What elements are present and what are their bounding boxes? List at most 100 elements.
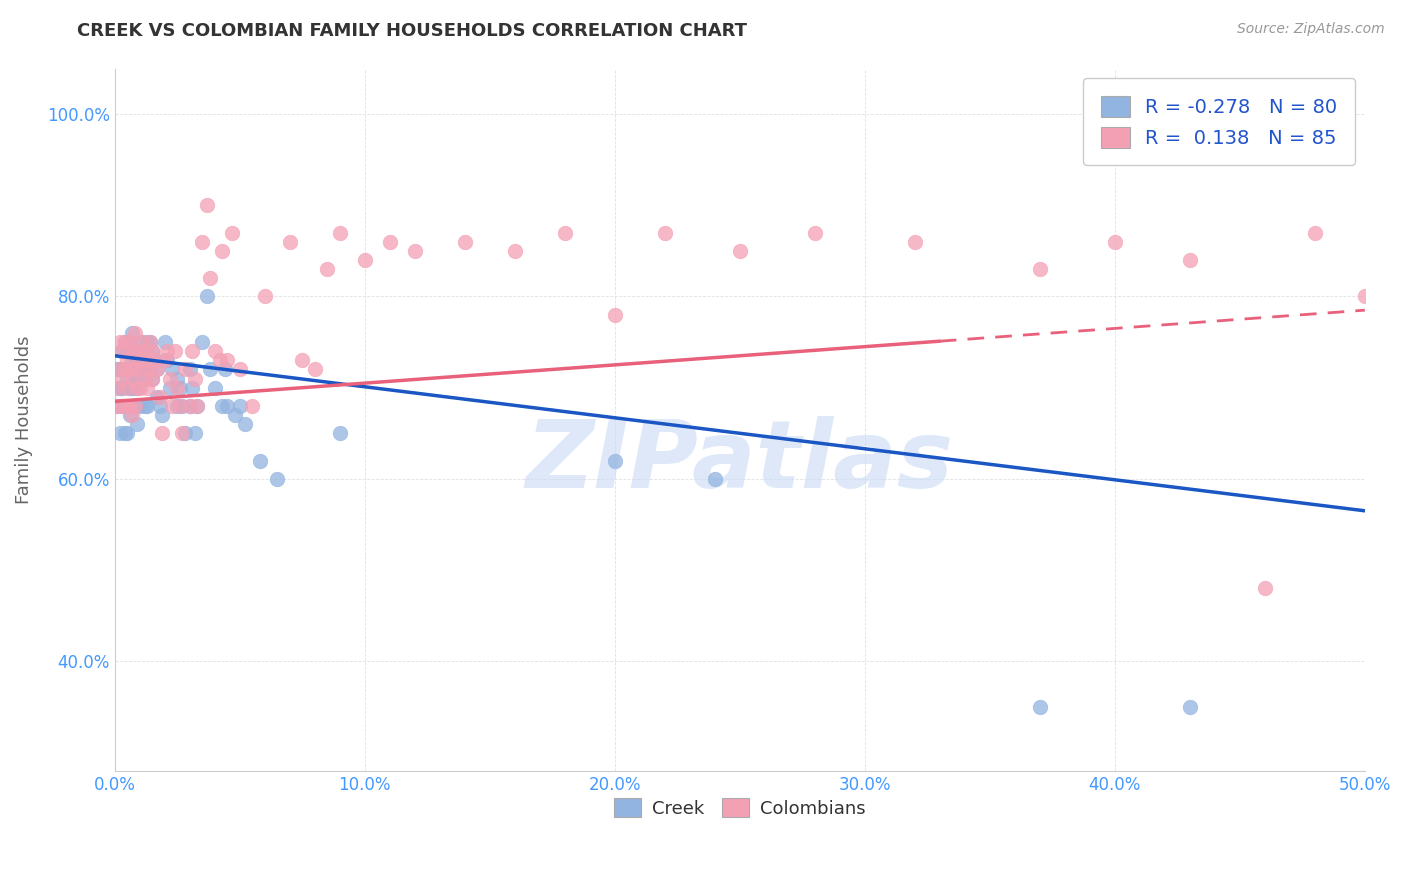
Point [114,362,136,376]
Point [654,226,676,240]
Point [1254,582,1277,596]
Point [162,399,184,413]
Point [128,353,150,368]
Point [229,362,252,376]
Point [316,262,339,277]
Point [134,344,156,359]
Point [131,362,153,376]
Point [136,335,159,350]
Point [181,344,204,359]
Point [118,399,141,413]
Point [217,353,239,368]
Point [169,381,191,395]
Point [153,335,176,350]
Point [156,344,179,359]
Point [172,426,194,441]
Point [186,399,208,413]
Point [184,426,207,441]
Point [121,344,143,359]
Point [105,381,128,395]
Text: CREEK VS COLOMBIAN FAMILY HOUSEHOLDS CORRELATION CHART: CREEK VS COLOMBIAN FAMILY HOUSEHOLDS COR… [77,22,748,40]
Point [162,362,184,376]
Point [181,381,204,395]
Point [179,399,201,413]
Point [353,253,375,268]
Point [159,371,181,385]
Point [139,362,162,376]
Point [146,390,169,404]
Point [136,362,159,376]
Point [329,226,352,240]
Point [603,453,626,467]
Point [703,472,725,486]
Point [134,399,156,413]
Point [108,362,131,376]
Point [603,308,626,322]
Legend: Creek, Colombians: Creek, Colombians [606,790,873,825]
Point [278,235,301,249]
Point [117,353,139,368]
Point [229,399,252,413]
Point [117,371,139,385]
Point [114,399,136,413]
Point [728,244,751,258]
Point [198,362,221,376]
Point [127,417,149,432]
Point [141,344,163,359]
Point [186,399,208,413]
Point [108,381,131,395]
Y-axis label: Family Households: Family Households [15,335,32,504]
Point [108,362,131,376]
Point [105,399,128,413]
Point [554,226,576,240]
Point [149,390,172,404]
Point [169,399,191,413]
Point [117,426,139,441]
Text: ZIPatlas: ZIPatlas [526,416,953,508]
Point [111,371,134,385]
Point [291,353,314,368]
Point [117,399,139,413]
Point [108,426,131,441]
Point [172,399,194,413]
Point [136,353,159,368]
Point [111,381,134,395]
Point [131,335,153,350]
Point [118,335,141,350]
Point [184,371,207,385]
Point [105,399,128,413]
Point [111,399,134,413]
Point [221,226,243,240]
Point [503,244,526,258]
Point [136,399,159,413]
Point [149,399,172,413]
Point [266,472,288,486]
Point [173,426,195,441]
Point [124,344,146,359]
Point [904,235,927,249]
Point [1029,699,1052,714]
Point [141,344,163,359]
Point [134,371,156,385]
Point [141,371,163,385]
Point [191,335,214,350]
Point [1354,289,1376,303]
Point [131,362,153,376]
Point [121,381,143,395]
Point [136,381,159,395]
Point [454,235,477,249]
Point [208,353,231,368]
Point [195,289,218,303]
Point [111,344,134,359]
Point [224,408,246,422]
Point [121,371,143,385]
Point [378,235,401,249]
Point [127,353,149,368]
Point [128,381,150,395]
Point [124,326,146,340]
Point [118,362,141,376]
Point [153,353,176,368]
Point [166,371,188,385]
Point [108,335,131,350]
Point [1303,226,1326,240]
